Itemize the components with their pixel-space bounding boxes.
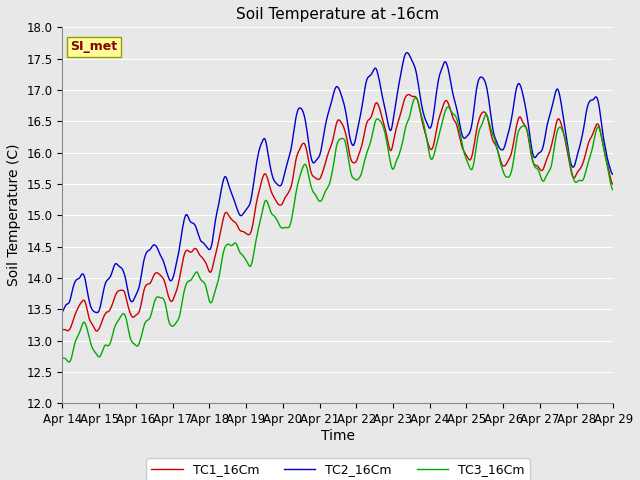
TC2_16Cm [204, 245, 212, 251]
TC1_16Cm [561, 134, 568, 140]
Y-axis label: Soil Temperature (C): Soil Temperature (C) [7, 144, 21, 287]
TC3_16Cm [439, 118, 447, 123]
Title: Soil Temperature at -16cm: Soil Temperature at -16cm [236, 7, 440, 22]
TC2_16Cm [609, 172, 617, 178]
Line: TC1_16Cm: TC1_16Cm [62, 95, 613, 331]
TC3_16Cm [180, 289, 188, 295]
TC1_16Cm [180, 252, 188, 258]
Line: TC3_16Cm: TC3_16Cm [62, 98, 613, 362]
TC2_16Cm [403, 50, 411, 56]
X-axis label: Time: Time [321, 429, 355, 443]
TC2_16Cm [330, 89, 338, 95]
Line: TC2_16Cm: TC2_16Cm [62, 53, 613, 312]
TC3_16Cm [412, 95, 419, 101]
TC2_16Cm [58, 309, 66, 314]
TC3_16Cm [65, 359, 73, 365]
TC1_16Cm [609, 181, 617, 187]
TC3_16Cm [384, 144, 392, 150]
TC1_16Cm [204, 265, 212, 271]
TC2_16Cm [561, 122, 568, 128]
TC3_16Cm [204, 292, 212, 298]
TC2_16Cm [93, 310, 100, 315]
TC1_16Cm [330, 132, 338, 137]
Text: SI_met: SI_met [70, 40, 118, 53]
TC1_16Cm [439, 104, 447, 109]
TC3_16Cm [609, 188, 617, 193]
TC3_16Cm [561, 133, 568, 139]
TC3_16Cm [330, 158, 338, 164]
TC2_16Cm [439, 63, 447, 69]
TC2_16Cm [180, 217, 188, 223]
TC2_16Cm [384, 119, 392, 124]
TC1_16Cm [58, 327, 66, 333]
TC1_16Cm [384, 137, 392, 143]
TC1_16Cm [93, 328, 100, 334]
Legend: TC1_16Cm, TC2_16Cm, TC3_16Cm: TC1_16Cm, TC2_16Cm, TC3_16Cm [147, 458, 529, 480]
TC3_16Cm [58, 355, 66, 361]
TC1_16Cm [404, 92, 412, 97]
